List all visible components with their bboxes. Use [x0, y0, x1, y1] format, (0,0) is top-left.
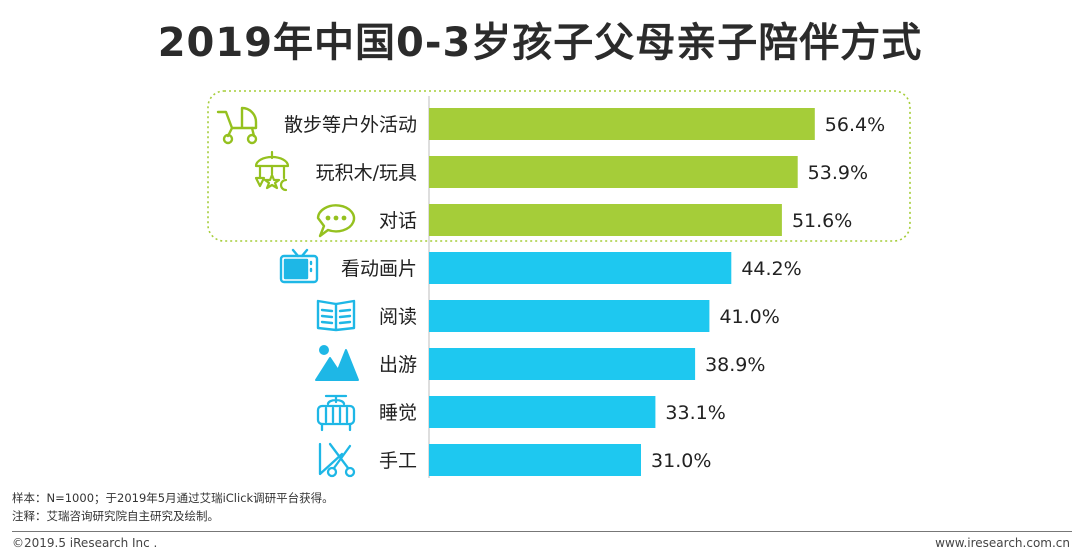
chart-title: 2019年中国0-3岁孩子父母亲子陪伴方式	[157, 20, 923, 66]
value-label-3: 51.6%	[792, 210, 852, 232]
category-label-5: 阅读	[379, 306, 417, 328]
bar-5	[429, 300, 710, 332]
sample-note: 样本：N=1000；于2019年5月通过艾瑞iClick调研平台获得。	[12, 491, 334, 505]
value-label-4: 44.2%	[741, 258, 801, 280]
category-label-6: 出游	[379, 354, 417, 376]
mountain-icon	[315, 345, 359, 381]
bar-7	[429, 396, 656, 428]
value-label-7: 33.1%	[665, 402, 725, 424]
value-label-6: 38.9%	[705, 354, 765, 376]
value-label-8: 31.0%	[651, 450, 711, 472]
bar-1	[429, 108, 815, 140]
bar-2	[429, 156, 798, 188]
value-label-1: 56.4%	[825, 114, 885, 136]
category-label-1: 散步等户外活动	[284, 114, 417, 136]
tv-icon	[279, 248, 319, 284]
bar-6	[429, 348, 696, 380]
bar-chart: 散步等户外活动 56.4% 玩积木/玩具 53.9% 对话 51.6% 看动画片 44.2% 阅…	[207, 90, 911, 478]
top-three-highlight-box	[207, 90, 911, 242]
bar-8	[429, 444, 641, 476]
category-label-4: 看动画片	[341, 258, 417, 280]
source-note: 注释：艾瑞咨询研究院自主研究及绘制。	[12, 509, 219, 523]
category-label-2: 玩积木/玩具	[316, 162, 417, 184]
speech-bubble-icon	[316, 204, 356, 238]
crib-icon	[316, 394, 356, 432]
bar-3	[429, 204, 782, 236]
scissors-icon	[318, 442, 356, 478]
footer-website: www.iresearch.com.cn	[935, 536, 1070, 550]
footer-copyright: ©2019.5 iResearch Inc .	[12, 536, 158, 550]
baby-mobile-icon	[254, 150, 290, 192]
value-label-5: 41.0%	[719, 306, 779, 328]
category-label-3: 对话	[379, 210, 417, 232]
footer-divider	[12, 531, 1072, 532]
value-label-2: 53.9%	[808, 162, 868, 184]
stroller-icon	[216, 106, 258, 145]
bar-4	[429, 252, 732, 284]
open-book-icon	[316, 299, 356, 332]
category-label-8: 手工	[379, 450, 417, 472]
category-label-7: 睡觉	[379, 402, 417, 424]
